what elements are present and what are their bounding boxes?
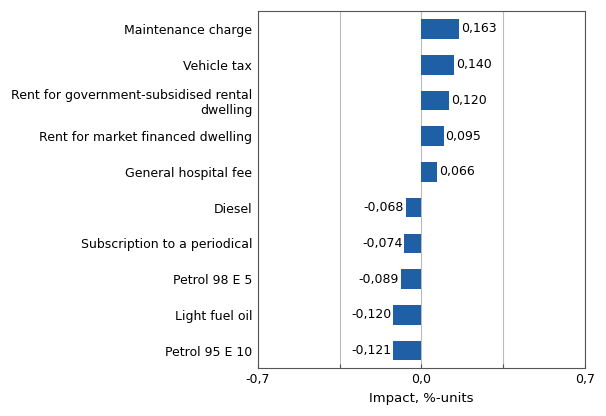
Bar [393,305,421,325]
Text: -0,120: -0,120 [351,308,391,322]
Text: -0,121: -0,121 [351,344,391,357]
Text: 0,066: 0,066 [439,166,474,178]
Bar [393,341,421,360]
X-axis label: Impact, %-units: Impact, %-units [369,392,474,405]
Bar [405,198,421,218]
Bar [421,19,459,39]
Text: 0,140: 0,140 [456,58,491,71]
Bar [421,91,450,110]
Bar [401,269,421,289]
Bar [421,126,444,146]
Text: -0,089: -0,089 [358,272,399,286]
Bar [421,55,454,74]
Text: 0,120: 0,120 [451,94,487,107]
Bar [404,233,421,253]
Text: -0,068: -0,068 [363,201,404,214]
Text: -0,074: -0,074 [362,237,402,250]
Text: 0,095: 0,095 [445,130,481,143]
Text: 0,163: 0,163 [461,22,497,35]
Bar [421,162,437,182]
